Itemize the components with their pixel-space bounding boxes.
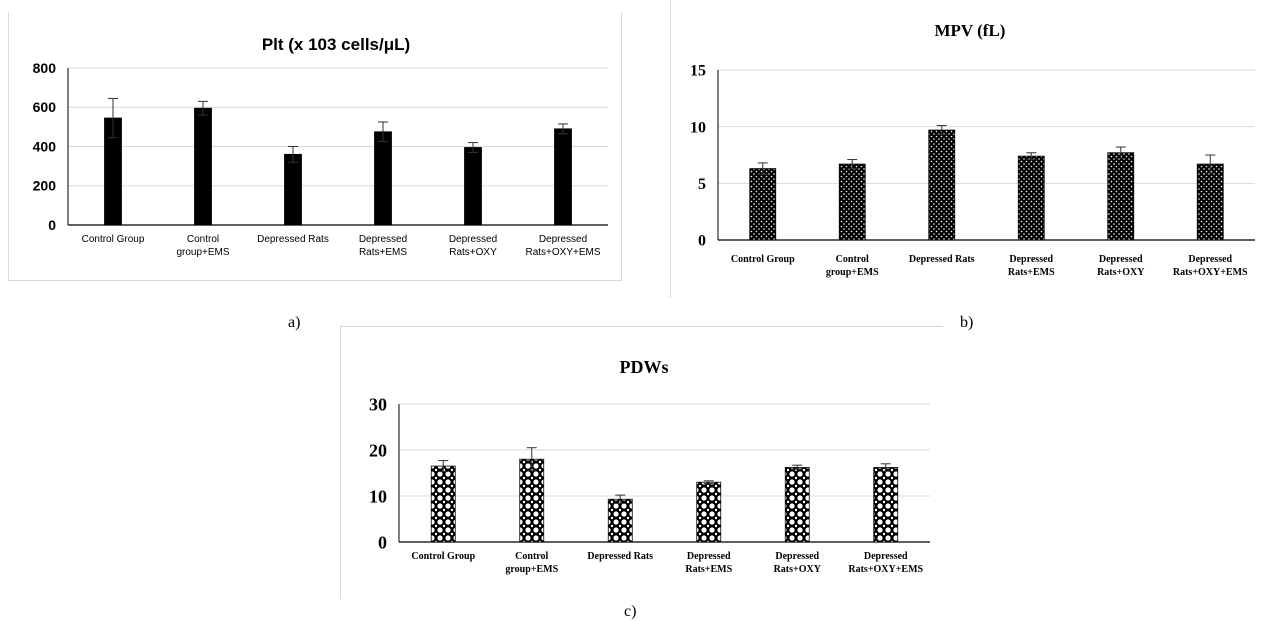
x-tick-label: Control group+EMS [176,234,229,258]
y-tick-label: 200 [33,178,57,194]
x-tick-label: Control Group [411,551,475,562]
y-tick-label: 15 [690,63,706,80]
chart-plt: Plt (x 103 cells/μL) 0 200 400 600 800 Control… [33,35,608,258]
x-tick-label: Depressed Rats+OXY+EMS [525,234,600,258]
x-tick-label: Depressed Rats+OXY [449,234,497,258]
x-tick-label: Control Group [731,254,795,265]
x-tick-label: Control group+EMS [826,254,879,278]
y-tick-label: 5 [698,176,706,193]
x-tick-label: Control group+EMS [505,551,558,575]
bar-pdws-3 [696,481,722,543]
chart-title: Plt (x 103 cells/μL) [262,35,410,54]
bar-mpv-2 [928,129,956,241]
y-tick-label: 400 [33,138,57,154]
caption-b: b) [960,314,974,331]
chart-pdws: PDWs 0 10 20 30 Control Group Control group+EMS… [369,357,930,575]
bar-plt-4 [464,147,482,226]
x-tick-label: Control Group [82,234,145,245]
chart-frame-c [340,326,943,599]
bar-pdws-4 [784,467,810,543]
y-tick-label: 0 [48,217,56,233]
chart-title: MPV (fL) [935,21,1006,40]
x-tick-label: Depressed Rats+EMS [1008,254,1055,278]
x-tick-label: Depressed Rats+EMS [359,234,408,258]
bar-plt-5 [554,128,572,226]
x-tick-label: Depressed Rats+OXY+EMS [1173,254,1248,278]
y-tick-label: 20 [369,440,387,460]
bar-plt-2 [284,153,302,226]
x-tick-label: Depressed Rats+EMS [685,551,732,575]
y-tick-label: 0 [378,532,387,552]
bar-mpv-0 [749,168,777,241]
bar-mpv-3 [1017,155,1045,241]
x-tick-label: Depressed Rats+OXY+EMS [848,551,923,575]
bar-plt-3 [374,131,392,226]
x-tick-label: Depressed Rats+OXY [774,551,822,575]
bar-pdws-2 [607,498,633,543]
y-tick-label: 10 [369,486,387,506]
x-tick-label: Depressed Rats [587,551,653,562]
bar-pdws-5 [873,467,899,543]
chart-frame-b [670,0,1263,298]
bar-mpv-4 [1107,152,1135,241]
y-tick-label: 600 [33,99,57,115]
x-tick-label: Depressed Rats+OXY [1097,254,1145,278]
x-tick-label: Depressed Rats [257,234,329,245]
bar-mpv-5 [1196,163,1224,241]
y-tick-label: 800 [33,60,57,76]
chart-frame-a [8,12,622,281]
caption-a: a) [288,314,301,331]
y-tick-label: 10 [690,119,706,136]
bar-pdws-1 [519,458,545,543]
chart-title: PDWs [620,357,669,377]
y-tick-label: 30 [369,394,387,414]
chart-mpv: MPV (fL) 0 5 10 15 Control Group Control group+… [690,21,1255,278]
y-tick-label: 0 [698,233,706,250]
x-tick-label: Depressed Rats [909,254,975,265]
bar-pdws-0 [430,465,456,543]
bar-plt-1 [194,107,212,226]
bar-mpv-1 [838,163,866,241]
caption-c: c) [624,603,637,620]
